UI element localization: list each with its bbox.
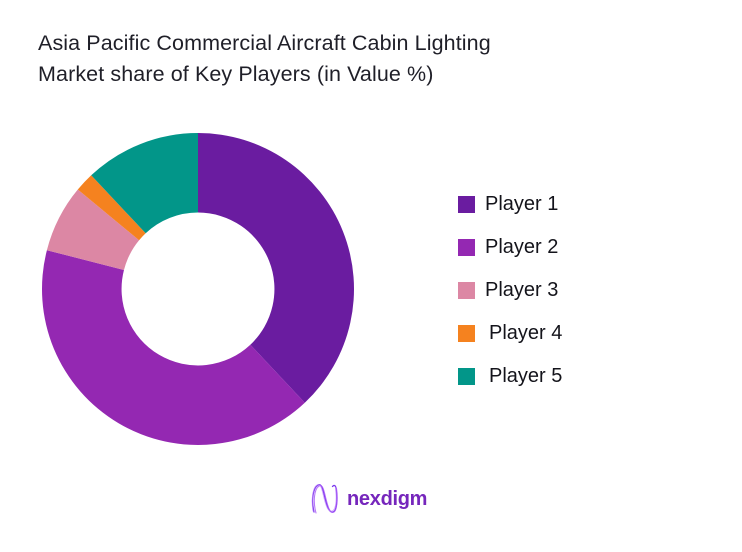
donut-segment-player-4[interactable] (77, 175, 146, 241)
legend-swatch-player-3 (458, 281, 475, 299)
legend-label-player-2: Player 2 (485, 235, 559, 258)
donut-segment-player-3[interactable] (46, 189, 140, 270)
donut-segment-player-5[interactable] (91, 133, 198, 234)
legend-label-player-5: Player 5 (489, 364, 563, 387)
legend-item-player-2[interactable]: Player 2 (458, 235, 562, 258)
legend-swatch-player-4 (458, 324, 475, 342)
legend-item-player-4[interactable]: Player 4 (458, 321, 563, 344)
legend-item-player-1[interactable]: Player 1 (458, 192, 562, 215)
legend-swatch-player-2 (458, 238, 475, 256)
chart-title: Asia Pacific Commercial Aircraft Cabin L… (38, 28, 658, 90)
chart-title-line2: Market share of Key Players (in Value %) (38, 62, 434, 86)
legend-item-player-5[interactable]: Player 5 (458, 364, 563, 387)
legend-item-player-3[interactable]: Player 3 (458, 278, 562, 301)
brand-name: nexdigm (347, 487, 428, 510)
chart-title-line1: Asia Pacific Commercial Aircraft Cabin L… (38, 31, 491, 55)
brand-logo[interactable]: nexdigm (310, 481, 427, 517)
donut-chart[interactable] (38, 129, 358, 449)
legend-swatch-player-1 (458, 195, 475, 213)
nexdigm-logo-icon (311, 484, 338, 514)
legend-swatch-player-5 (458, 367, 475, 385)
legend-label-player-3: Player 3 (485, 278, 559, 301)
legend-label-player-1: Player 1 (485, 192, 559, 215)
donut-segment-player-2[interactable] (41, 250, 305, 446)
legend: Player 1 Player 2 Player 3 Player 4 Play… (458, 192, 563, 410)
donut-segment-player-1[interactable] (198, 133, 355, 403)
legend-label-player-4: Player 4 (489, 321, 563, 344)
